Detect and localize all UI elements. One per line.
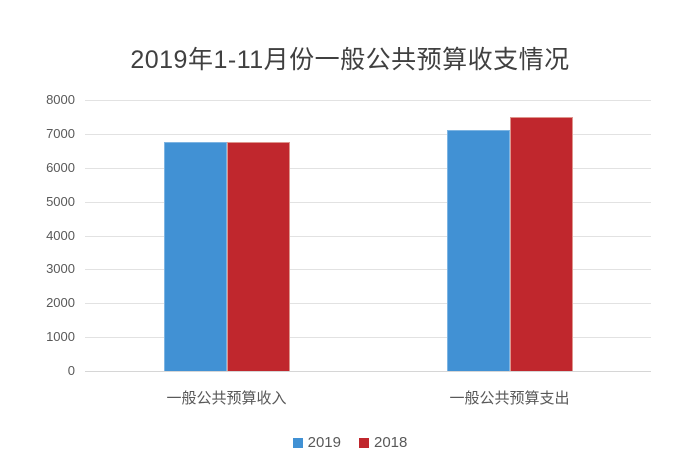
legend-item-2019: 2019 [292,434,341,451]
legend-label-2018: 2018 [374,434,408,451]
y-tick-label-0: 0 [67,363,75,378]
y-tick-label-6000: 6000 [46,160,75,175]
y-tick-label-5000: 5000 [46,194,75,209]
y-tick-label-7000: 7000 [46,126,75,141]
gridline-0 [85,371,651,372]
gridline-6000 [85,168,651,169]
legend-item-2018: 2018 [359,434,407,451]
y-tick-label-4000: 4000 [46,228,75,243]
legend-swatch-2018 [359,437,369,448]
gridline-5000 [85,202,651,203]
legend-label-2019: 2019 [307,434,341,451]
legend: 2019 2018 [0,434,700,451]
bar-2019-category-0 [164,142,227,371]
y-tick-label-3000: 3000 [46,261,75,276]
gridline-8000 [85,100,651,101]
bar-2018-category-1 [510,117,573,371]
x-category-label-0: 一般公共预算收入 [166,390,287,407]
gridline-7000 [85,134,651,135]
gridline-1000 [85,337,651,338]
chart-title: 2019年1-11月份一般公共预算收支情况 [130,46,570,74]
gridline-2000 [85,303,651,304]
y-tick-label-8000: 8000 [46,92,75,107]
bar-2018-category-0 [227,142,290,371]
gridline-3000 [85,269,651,270]
x-category-label-1: 一般公共预算支出 [449,390,570,407]
y-tick-label-1000: 1000 [46,329,75,344]
y-tick-label-2000: 2000 [46,295,75,310]
gridline-4000 [85,236,651,237]
legend-swatch-2019 [292,437,303,448]
bar-2019-category-1 [447,130,510,371]
